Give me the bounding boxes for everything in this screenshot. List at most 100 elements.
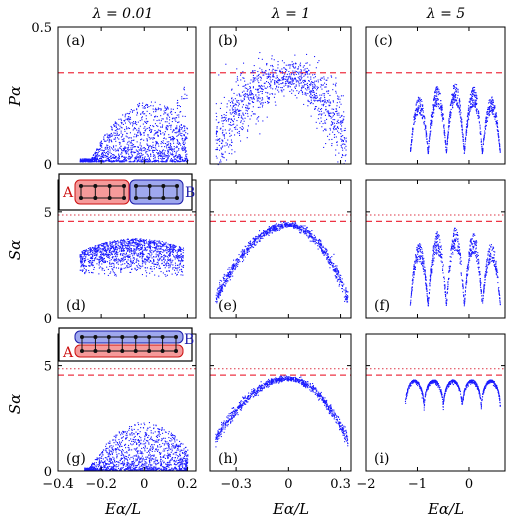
data-point [155,147,157,149]
data-point [220,147,222,149]
data-point [479,128,481,130]
data-point [250,91,252,93]
data-point [167,107,169,109]
data-point [234,111,236,113]
data-point [128,118,130,120]
data-point [104,148,106,150]
data-point [154,160,156,162]
data-point [126,160,128,162]
data-point [238,103,240,105]
data-point [451,93,453,95]
data-point [161,155,163,157]
data-point [458,106,460,108]
data-point [108,255,110,257]
data-point [100,145,102,147]
data-point [345,141,347,143]
data-point [157,129,159,131]
data-point [430,127,432,129]
data-point [339,101,341,103]
data-point [172,138,174,140]
data-point [440,105,442,107]
data-point [180,134,182,136]
data-point [166,155,168,157]
data-point [261,87,263,89]
data-point [235,104,237,106]
data-point [173,117,175,119]
y-tick-label: 0 [44,158,52,173]
data-point [80,269,82,271]
data-point [161,161,163,163]
data-point [252,87,254,89]
data-point [162,124,164,126]
data-point [112,250,114,252]
data-point [236,78,238,80]
data-point [488,108,490,110]
data-point [93,250,95,252]
data-point [182,147,184,149]
data-point [286,80,288,82]
data-point [283,67,285,69]
data-point [154,243,156,245]
data-point [184,138,186,140]
data-point [236,120,238,122]
data-point [153,243,155,245]
data-point [169,124,171,126]
data-point [94,248,96,250]
data-point [101,153,103,155]
data-point [98,249,100,251]
data-point [498,136,500,138]
data-point [423,115,425,117]
data-point [92,253,94,255]
data-point [341,143,343,145]
data-point [128,158,130,160]
data-point [184,93,186,95]
data-point [456,90,458,92]
data-point [108,134,110,136]
data-point [221,116,223,118]
data-point [476,95,478,97]
data-point [106,151,108,153]
data-point [452,101,454,103]
data-point [185,147,187,149]
data-point [250,94,252,96]
data-point [238,100,240,102]
data-point [129,271,131,273]
data-point [164,259,166,261]
data-point [150,246,152,248]
data-point [100,253,102,255]
data-point [149,248,151,250]
data-point [183,144,185,146]
data-point [424,118,426,120]
data-point [187,133,189,135]
data-point [141,261,143,263]
data-point [299,82,301,84]
data-point [219,107,221,109]
data-point [268,97,270,99]
data-point [443,130,445,132]
data-point [149,130,151,132]
data-point [313,91,315,93]
data-point [345,287,347,289]
data-point [90,158,92,160]
data-point [134,151,136,153]
data-point [300,70,302,72]
data-point [122,254,124,256]
data-point [229,109,231,111]
data-point [140,243,142,245]
data-point [499,144,501,146]
data-point [94,158,96,160]
data-point [131,111,133,113]
data-point [446,148,448,150]
data-point [181,156,183,158]
data-point [110,139,112,141]
data-point [149,251,151,253]
data-point [143,240,145,242]
data-point [232,99,234,101]
data-point [83,258,85,260]
data-point [125,159,127,161]
data-point [175,254,177,256]
data-point [221,280,223,282]
data-point [268,73,270,75]
data-point [96,157,98,159]
data-point [159,122,161,124]
